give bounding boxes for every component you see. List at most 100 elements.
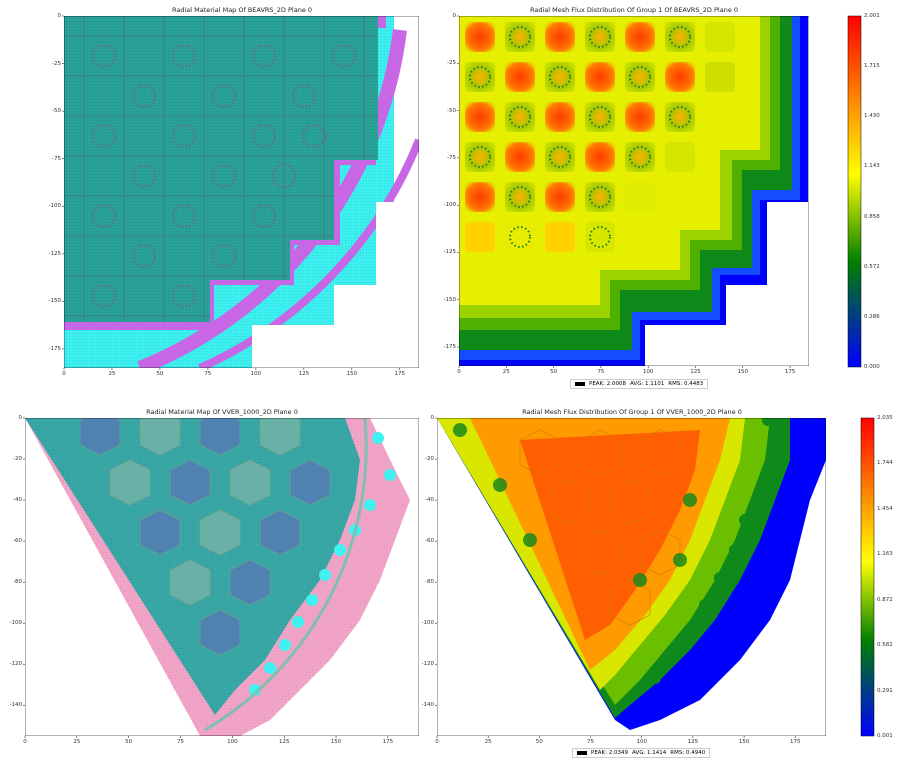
colorbar-tick-label: 0.291 [877,687,893,694]
colorbar-tick-label: 0.872 [877,596,893,603]
legend-rms: RMS: 0.4940 [670,750,706,756]
x-tick-label: 0 [62,371,66,377]
y-tick-label: -100 [443,202,456,209]
x-tick-label: 75 [587,739,595,745]
colorbar-tick-label: 0.858 [864,213,880,220]
y-tick-label: -100 [421,620,434,627]
x-tick-label: 100 [227,739,238,745]
y-tick-label: -75 [447,154,456,161]
x-tick-label: 75 [204,371,212,377]
y-tick-label: 0 [430,415,435,421]
legend-peak: PEAK: 2.0008 [589,381,627,387]
colorbar-top [847,15,862,368]
colorbar-tick-label: 1.744 [877,460,893,467]
x-tick-label: 150 [737,369,749,375]
x-tick-label: 50 [156,371,164,377]
colorbar-tick-label: 1.163 [877,551,893,558]
vver-flux-hexes [519,429,681,626]
colorbar-tick-label: 0.572 [864,263,880,270]
legend-rms: RMS: 0.4483 [668,381,704,387]
y-tick-label: -80 [13,579,22,586]
y-tick-label: -150 [48,298,61,305]
x-tick-label: 100 [250,371,262,377]
colorbar-tick-label: 1.143 [864,163,880,170]
colorbar-tick-label: 1.715 [864,63,880,70]
x-tick-label: 150 [346,371,358,377]
y-tick-label: -25 [447,60,456,67]
y-tick-label: -75 [52,155,61,162]
y-tick-label: -80 [425,579,434,586]
x-tick-label: 50 [535,739,543,745]
flux-dip-rings [469,26,691,248]
flux-assembly-blocks [465,22,735,252]
vver-flux-dips [453,423,697,587]
y-tick-label: -120 [9,661,22,668]
y-tick-label: -175 [443,344,456,351]
colorbar-tick-label: 0.286 [864,313,880,320]
legend-beavrs-flux: PEAK: 2.0008 AVG: 1.1101 RMS: 0.4483 [570,379,709,389]
y-tick-label: -60 [13,538,22,545]
x-tick-label: 175 [790,739,801,745]
colorbar-tick-label: 2.035 [877,415,893,421]
x-tick-label: 75 [177,739,185,745]
y-tick-label: -20 [425,456,434,463]
x-tick-label: 125 [298,371,310,377]
vver-material-map [25,418,419,736]
y-tick-label: -50 [447,107,456,114]
y-tick-label: -50 [52,108,61,115]
colorbar-bottom [860,417,875,737]
x-tick-label: 175 [382,739,394,745]
legend-peak: PEAK: 2.0349 [591,750,629,756]
x-tick-label: 100 [642,369,654,375]
y-tick-label: -100 [9,620,22,627]
legend-avg: AVG: 1.1101 [630,381,665,387]
y-tick-label: -60 [425,538,434,545]
colorbar-tick-label: 0.582 [877,642,893,649]
y-tick-label: -175 [48,345,61,352]
title-beavrs-material: Radial Material Map Of BEAVRS_2D Plane 0 [171,6,313,14]
vver-reflector-holes [249,432,396,696]
y-tick-label: -125 [443,249,456,256]
title-vver-flux: Radial Mesh Flux Distribution Of Group 1… [522,408,742,416]
colorbar-tick-label: 0.000 [864,364,880,370]
y-tick-label: 0 [57,13,62,19]
legend-avg: AVG: 1.1414 [632,750,667,756]
colorbar-tick-label: 0.001 [877,733,893,739]
x-tick-label: 125 [278,739,290,745]
y-tick-label: -140 [9,702,22,709]
x-tick-label: 25 [108,371,116,377]
x-tick-label: 50 [125,739,133,745]
legend-vver-flux: PEAK: 2.0349 AVG: 1.1414 RMS: 0.4940 [572,748,711,758]
colorbar-tick-label: 1.454 [877,505,893,512]
y-tick-label: -120 [421,661,434,668]
x-tick-label: 25 [502,369,510,375]
axis-tick-marks [23,15,796,738]
x-tick-label: 25 [73,739,81,745]
x-tick-label: 0 [457,369,461,375]
y-tick-label: -100 [48,203,61,210]
assembly-grid [64,16,378,322]
y-tick-label: -140 [421,702,434,709]
x-tick-label: 0 [23,739,27,745]
y-tick-label: -150 [443,296,456,303]
colorbar-tick-label: 2.001 [864,13,880,19]
x-tick-label: 25 [484,739,492,745]
y-tick-label: -40 [13,497,22,504]
vver-flux-map [437,418,826,736]
y-tick-label: -125 [48,250,61,257]
x-tick-label: 175 [394,371,406,377]
x-tick-label: 100 [636,739,647,745]
y-tick-label: -25 [52,60,61,67]
x-tick-label: 0 [435,739,439,745]
y-tick-label: 0 [452,13,457,19]
title-vver-material: Radial Material Map Of VVER_1000_2D Plan… [146,408,298,416]
legend-swatch [577,751,587,755]
title-beavrs-flux: Radial Mesh Flux Distribution Of Group 1… [529,6,739,14]
beavrs-flux-map [459,16,809,366]
colorbar-tick-label: 1.430 [864,113,880,120]
x-tick-label: 75 [597,369,605,375]
x-tick-label: 125 [687,739,699,745]
x-tick-label: 125 [690,369,701,375]
y-tick-label: -40 [425,497,434,504]
